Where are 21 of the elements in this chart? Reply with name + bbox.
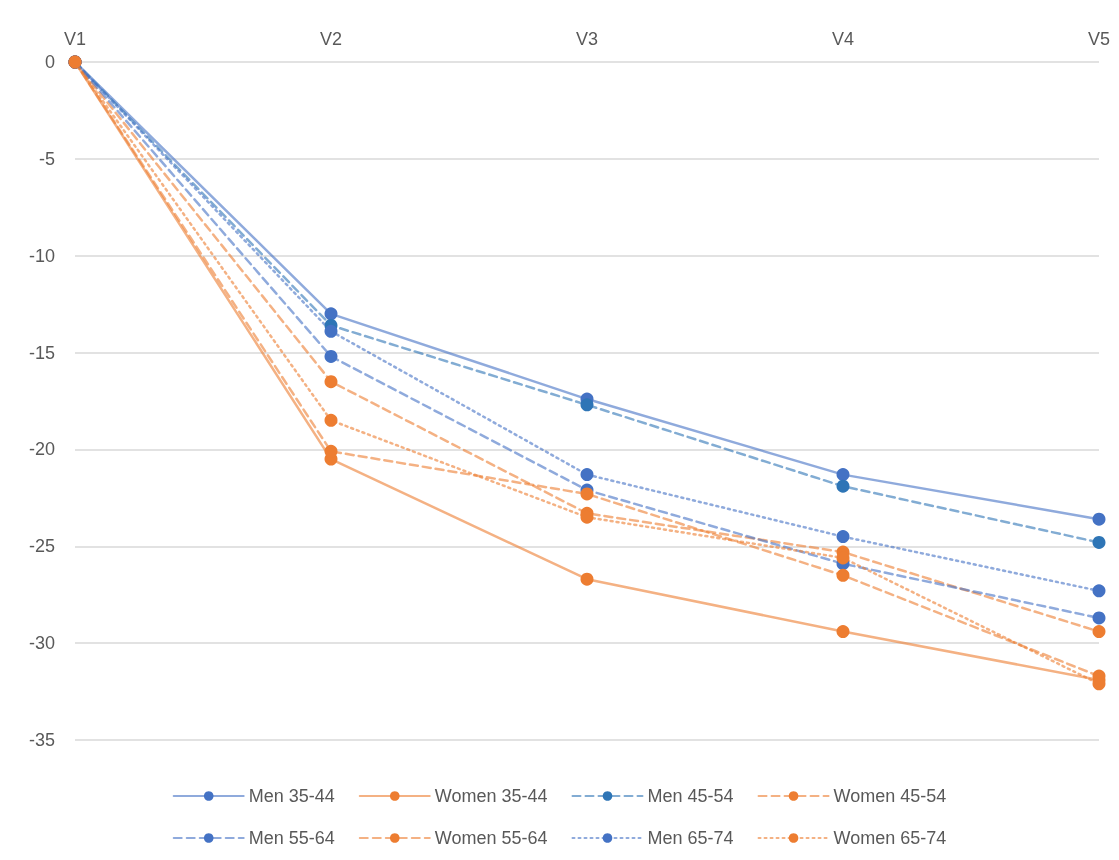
- y-tick-label: -5: [38, 148, 55, 169]
- x-tick-label: V2: [319, 29, 343, 49]
- y-tick-label: -20: [28, 439, 55, 460]
- legend-label: Women 35-44: [434, 786, 548, 806]
- legend-label: Men 65-74: [647, 828, 734, 848]
- y-tick-label: -30: [28, 633, 55, 654]
- legend-label: Men 45-54: [647, 786, 734, 806]
- y-tick-label: -35: [28, 730, 55, 750]
- legend-label: Men 55-64: [248, 828, 335, 848]
- x-tick-label: V3: [575, 29, 599, 49]
- y-tick-label: -10: [28, 245, 55, 266]
- legend-label: Men 35-44: [248, 786, 335, 806]
- y-tick-label: -25: [28, 536, 55, 557]
- y-tick-label: -15: [28, 342, 55, 363]
- x-tick-label: V1: [63, 29, 87, 49]
- legend-label: Women 65-74: [833, 828, 947, 848]
- legend-label: Women 55-64: [434, 828, 548, 848]
- x-tick-label: V5: [1087, 29, 1111, 49]
- x-tick-label: V4: [831, 29, 855, 49]
- legend-label: Women 45-54: [833, 786, 947, 806]
- y-tick-label: 0: [44, 52, 55, 72]
